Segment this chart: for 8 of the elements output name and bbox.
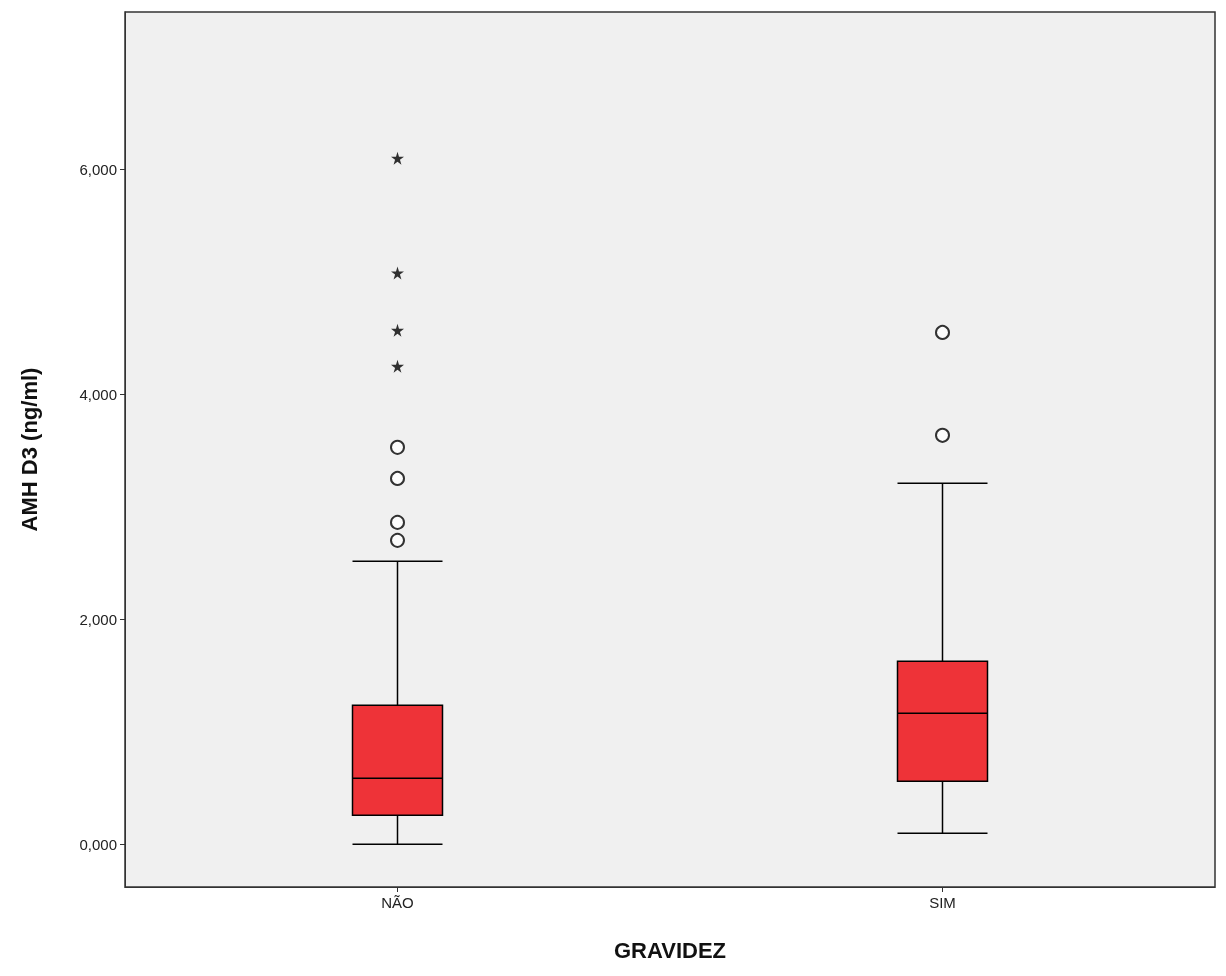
x-axis-title: GRAVIDEZ — [613, 937, 727, 963]
y-tick-label: 6,000 — [79, 160, 117, 178]
y-tick-label: 2,000 — [79, 610, 117, 628]
x-tick-label: SIM — [929, 894, 956, 911]
y-tick-label: 0,000 — [79, 835, 117, 853]
y-tick-label: 4,000 — [79, 385, 117, 403]
y-axis-title: AMH D3 (ng/ml) — [16, 367, 42, 532]
x-tick-label: NÃO — [381, 894, 414, 911]
